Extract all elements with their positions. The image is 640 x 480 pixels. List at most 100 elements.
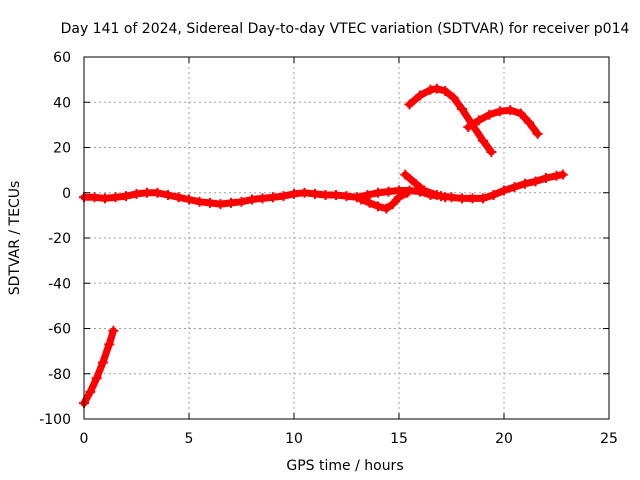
data-point [415, 90, 425, 101]
chart-title: Day 141 of 2024, Sidereal Day-to-day VTE… [61, 21, 630, 37]
data-point [499, 185, 509, 196]
data-point [541, 173, 551, 184]
data-point [410, 178, 421, 189]
data-point [473, 115, 484, 126]
y-tick-label: -100 [39, 412, 71, 428]
data-point [387, 199, 398, 210]
data-series [79, 83, 568, 409]
grid [84, 57, 609, 419]
data-point [557, 169, 568, 180]
data-point [402, 187, 413, 198]
data-point [257, 193, 268, 204]
plot-frame [83, 56, 610, 420]
data-point [364, 197, 375, 208]
data-point [104, 339, 115, 350]
data-point [226, 197, 236, 208]
data-point [173, 192, 184, 203]
data-point [299, 187, 310, 198]
data-point [505, 105, 516, 116]
axis-ticks: 0 5 10 15 20 25 60 40 20 0 -20 -40 -60 -80 -100 [39, 50, 618, 447]
data-point [457, 193, 467, 204]
data-point [310, 188, 320, 199]
data-point [236, 196, 247, 207]
data-point [373, 187, 383, 198]
data-point [110, 192, 121, 203]
data-point [97, 357, 108, 368]
data-point [520, 178, 530, 189]
data-point [463, 122, 474, 133]
y-tick-label: 20 [53, 141, 71, 157]
data-point [341, 191, 352, 202]
data-point [509, 182, 520, 193]
y-tick-label: -20 [48, 231, 71, 247]
data-point [478, 193, 488, 204]
data-point [278, 191, 289, 202]
series-arc-low [79, 325, 119, 409]
data-point [448, 92, 459, 103]
data-point [400, 169, 411, 180]
data-point [457, 104, 467, 115]
data-point [215, 199, 226, 210]
data-point [100, 193, 110, 204]
x-tick-label: 20 [495, 431, 513, 447]
data-point [494, 106, 505, 117]
data-point [131, 188, 142, 199]
y-tick-label: -60 [48, 322, 71, 338]
x-tick-label: 5 [185, 431, 194, 447]
data-point [184, 194, 194, 205]
x-tick-label: 25 [600, 431, 618, 447]
data-point [89, 192, 100, 203]
series-arc-dip [356, 187, 413, 214]
data-point [268, 192, 278, 203]
x-axis-label: GPS time / hours [286, 458, 403, 474]
series-arc-main-upper [488, 169, 568, 201]
data-point [467, 193, 478, 204]
y-tick-label: -40 [48, 276, 71, 292]
x-tick-label: 10 [285, 431, 303, 447]
data-point [419, 185, 430, 196]
data-point [530, 176, 541, 187]
data-point [425, 84, 436, 95]
x-tick-label: 15 [390, 431, 408, 447]
data-point [142, 187, 152, 198]
data-point [394, 192, 404, 203]
data-point [488, 190, 499, 201]
x-tick-label: 0 [80, 431, 89, 447]
data-point [85, 386, 96, 397]
data-point [478, 135, 488, 146]
data-point [205, 197, 215, 208]
data-point [194, 196, 205, 207]
data-point [551, 170, 562, 181]
data-point [356, 194, 367, 205]
data-point [484, 109, 495, 120]
y-tick-label: 0 [62, 186, 71, 202]
data-point [121, 191, 131, 202]
data-point [431, 190, 442, 201]
data-point [331, 190, 341, 201]
data-point [486, 147, 497, 158]
data-point [404, 99, 415, 110]
y-tick-label: 60 [53, 50, 71, 66]
data-point [289, 188, 299, 199]
data-point [515, 108, 526, 119]
data-point [381, 203, 392, 214]
data-point [440, 192, 451, 203]
y-tick-label: -80 [48, 367, 71, 383]
data-point [247, 194, 257, 205]
series-arc-crossing [400, 169, 451, 203]
data-point [383, 186, 394, 197]
data-point [373, 201, 383, 212]
data-point [91, 373, 102, 384]
series-arc-high-2 [463, 105, 543, 139]
data-point [532, 128, 543, 139]
data-point [152, 187, 163, 198]
y-axis-label: SDTVAR / TECUs [7, 181, 23, 296]
data-point [440, 85, 451, 96]
data-point [524, 117, 535, 128]
data-point [431, 83, 442, 94]
data-point [320, 190, 331, 201]
y-tick-label: 40 [53, 95, 71, 111]
data-point [163, 190, 173, 201]
